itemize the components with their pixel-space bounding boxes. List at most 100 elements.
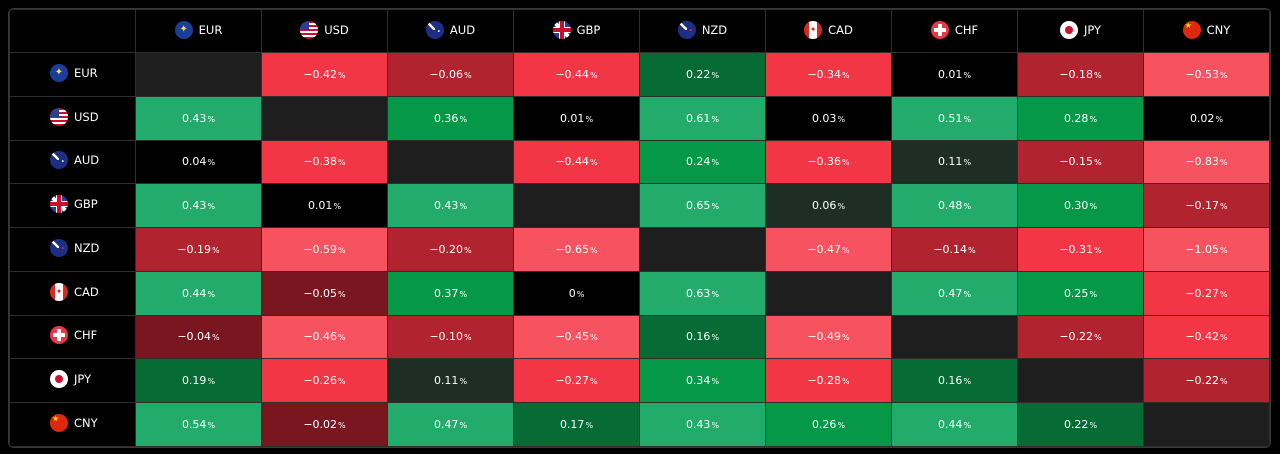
- rate-cell-usd-eur[interactable]: 0.43%: [135, 95, 262, 141]
- rate-cell-aud-usd[interactable]: −0.38%: [261, 139, 388, 185]
- rate-cell-cad-eur[interactable]: 0.44%: [135, 270, 262, 316]
- rate-cell-nzd-cad[interactable]: −0.47%: [765, 227, 892, 272]
- rate-cell-cad-jpy[interactable]: 0.25%: [1017, 270, 1144, 316]
- column-header-gbp[interactable]: GBP: [513, 9, 640, 53]
- rate-change-value: −1.05: [1185, 242, 1220, 256]
- rate-cell-aud-nzd[interactable]: 0.24%: [639, 139, 766, 185]
- rate-cell-eur-cad[interactable]: −0.34%: [765, 52, 892, 97]
- percent-sign: %: [459, 202, 468, 212]
- rate-cell-eur-aud[interactable]: −0.06%: [387, 52, 514, 97]
- rate-cell-jpy-chf[interactable]: 0.16%: [891, 358, 1018, 404]
- rate-cell-nzd-chf[interactable]: −0.14%: [891, 227, 1018, 272]
- rate-cell-eur-chf[interactable]: 0.01%: [891, 52, 1018, 97]
- rate-cell-usd-chf[interactable]: 0.51%: [891, 95, 1018, 141]
- rate-cell-gbp-nzd[interactable]: 0.65%: [639, 183, 766, 229]
- rate-cell-chf-cad[interactable]: −0.49%: [765, 314, 892, 360]
- rate-cell-cad-aud[interactable]: 0.37%: [387, 270, 514, 316]
- rate-cell-nzd-usd[interactable]: −0.59%: [261, 227, 388, 272]
- row-header-nzd[interactable]: NZD: [9, 227, 136, 272]
- rate-cell-jpy-jpy: [1017, 358, 1144, 404]
- rate-cell-usd-cad[interactable]: 0.03%: [765, 95, 892, 141]
- rate-cell-nzd-aud[interactable]: −0.20%: [387, 227, 514, 272]
- rate-cell-cny-usd[interactable]: −0.02%: [261, 402, 388, 447]
- column-header-jpy[interactable]: JPY: [1017, 9, 1144, 53]
- rate-cell-gbp-aud[interactable]: 0.43%: [387, 183, 514, 229]
- rate-cell-jpy-aud[interactable]: 0.11%: [387, 358, 514, 404]
- rate-cell-jpy-gbp[interactable]: −0.27%: [513, 358, 640, 404]
- rate-cell-usd-aud[interactable]: 0.36%: [387, 95, 514, 141]
- column-header-usd[interactable]: USD: [261, 9, 388, 53]
- rate-cell-aud-cad[interactable]: −0.36%: [765, 139, 892, 185]
- rate-cell-gbp-chf[interactable]: 0.48%: [891, 183, 1018, 229]
- row-header-gbp[interactable]: GBP: [9, 183, 136, 229]
- percent-sign: %: [207, 421, 216, 431]
- rate-cell-aud-jpy[interactable]: −0.15%: [1017, 139, 1144, 185]
- column-header-aud[interactable]: AUD: [387, 9, 514, 53]
- row-header-aud[interactable]: AUD: [9, 139, 136, 185]
- row-header-jpy[interactable]: JPY: [9, 358, 136, 404]
- rate-cell-eur-jpy[interactable]: −0.18%: [1017, 52, 1144, 97]
- rate-cell-eur-nzd[interactable]: 0.22%: [639, 52, 766, 97]
- rate-cell-gbp-jpy[interactable]: 0.30%: [1017, 183, 1144, 229]
- rate-cell-cad-chf[interactable]: 0.47%: [891, 270, 1018, 316]
- rate-cell-nzd-cny[interactable]: −1.05%: [1143, 227, 1270, 272]
- rate-cell-aud-eur[interactable]: 0.04%: [135, 139, 262, 185]
- rate-cell-chf-aud[interactable]: −0.10%: [387, 314, 514, 360]
- rate-cell-cny-cad[interactable]: 0.26%: [765, 402, 892, 447]
- rate-cell-cad-gbp[interactable]: 0%: [513, 270, 640, 316]
- rate-cell-cad-nzd[interactable]: 0.63%: [639, 270, 766, 316]
- rate-cell-cny-eur[interactable]: 0.54%: [135, 402, 262, 447]
- rate-change-value: −0.31: [1059, 242, 1094, 256]
- rate-cell-eur-gbp[interactable]: −0.44%: [513, 52, 640, 97]
- rate-cell-usd-nzd[interactable]: 0.61%: [639, 95, 766, 141]
- rate-cell-usd-jpy[interactable]: 0.28%: [1017, 95, 1144, 141]
- rate-cell-nzd-eur[interactable]: −0.19%: [135, 227, 262, 272]
- rate-cell-eur-cny[interactable]: −0.53%: [1143, 52, 1270, 97]
- rate-cell-nzd-jpy[interactable]: −0.31%: [1017, 227, 1144, 272]
- rate-cell-gbp-cny[interactable]: −0.17%: [1143, 183, 1270, 229]
- rate-cell-cny-gbp[interactable]: 0.17%: [513, 402, 640, 447]
- rate-change-value: −0.46: [303, 330, 338, 344]
- column-header-eur[interactable]: EUR: [135, 9, 262, 53]
- row-header-cad[interactable]: CAD: [9, 270, 136, 316]
- rate-cell-aud-chf[interactable]: 0.11%: [891, 139, 1018, 185]
- rate-cell-chf-nzd[interactable]: 0.16%: [639, 314, 766, 360]
- rate-cell-jpy-usd[interactable]: −0.26%: [261, 358, 388, 404]
- column-header-cad[interactable]: CAD: [765, 9, 892, 53]
- rate-cell-cny-chf[interactable]: 0.44%: [891, 402, 1018, 447]
- rate-cell-chf-jpy[interactable]: −0.22%: [1017, 314, 1144, 360]
- column-header-nzd[interactable]: NZD: [639, 9, 766, 53]
- rate-cell-chf-usd[interactable]: −0.46%: [261, 314, 388, 360]
- rate-cell-jpy-cad[interactable]: −0.28%: [765, 358, 892, 404]
- rate-cell-nzd-gbp[interactable]: −0.65%: [513, 227, 640, 272]
- row-header-label: CHF: [74, 328, 98, 343]
- row-header-usd[interactable]: USD: [9, 95, 136, 141]
- rate-cell-gbp-cad[interactable]: 0.06%: [765, 183, 892, 229]
- rate-cell-gbp-usd[interactable]: 0.01%: [261, 183, 388, 229]
- row-header-cny[interactable]: CNY: [9, 402, 136, 447]
- rate-cell-gbp-eur[interactable]: 0.43%: [135, 183, 262, 229]
- rate-cell-cad-cny[interactable]: −0.27%: [1143, 270, 1270, 316]
- row-header-eur[interactable]: EUR: [9, 52, 136, 97]
- row-header-chf[interactable]: CHF: [9, 314, 136, 360]
- rate-cell-jpy-nzd[interactable]: 0.34%: [639, 358, 766, 404]
- rate-cell-cad-usd[interactable]: −0.05%: [261, 270, 388, 316]
- rate-cell-jpy-eur[interactable]: 0.19%: [135, 358, 262, 404]
- column-header-chf[interactable]: CHF: [891, 9, 1018, 53]
- rate-cell-jpy-cny[interactable]: −0.22%: [1143, 358, 1270, 404]
- rate-cell-usd-gbp[interactable]: 0.01%: [513, 95, 640, 141]
- rate-cell-aud-cny[interactable]: −0.83%: [1143, 139, 1270, 185]
- rate-cell-usd-cny[interactable]: 0.02%: [1143, 95, 1270, 141]
- rate-cell-chf-gbp[interactable]: −0.45%: [513, 314, 640, 360]
- column-header-cny[interactable]: CNY: [1143, 9, 1270, 53]
- rate-cell-cny-nzd[interactable]: 0.43%: [639, 402, 766, 447]
- rate-cell-cny-jpy[interactable]: 0.22%: [1017, 402, 1144, 447]
- rate-cell-cny-aud[interactable]: 0.47%: [387, 402, 514, 447]
- flag-eur-icon: [174, 20, 193, 39]
- rate-cell-chf-eur[interactable]: −0.04%: [135, 314, 262, 360]
- rate-cell-cny-cny: [1143, 402, 1270, 447]
- rate-cell-chf-cny[interactable]: −0.42%: [1143, 314, 1270, 360]
- rate-cell-aud-gbp[interactable]: −0.44%: [513, 139, 640, 185]
- rate-cell-eur-usd[interactable]: −0.42%: [261, 52, 388, 97]
